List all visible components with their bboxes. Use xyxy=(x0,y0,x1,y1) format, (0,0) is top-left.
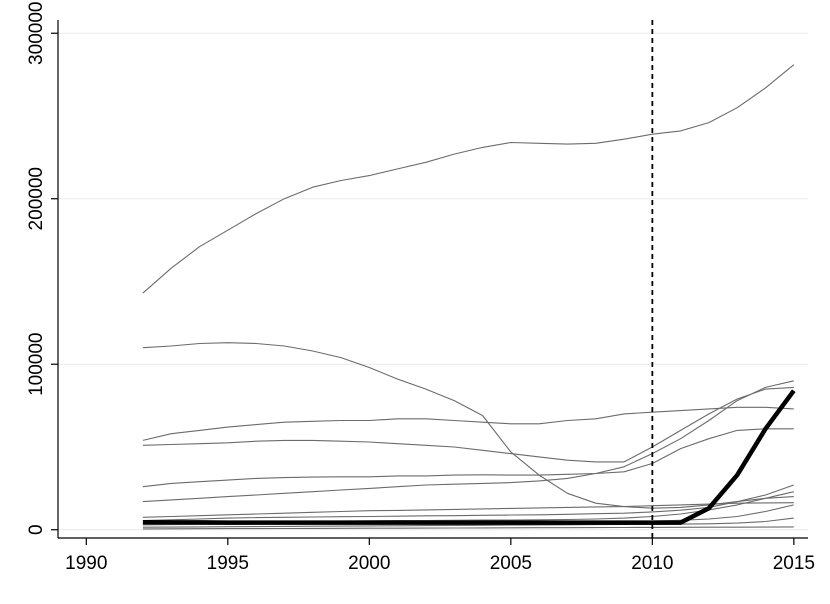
grid-layer xyxy=(58,32,808,531)
series-line xyxy=(142,526,794,530)
x-tick-label: 2005 xyxy=(490,553,532,574)
x-tick-label: 1990 xyxy=(65,553,107,574)
x-tick-label: 1995 xyxy=(207,553,249,574)
series-line xyxy=(142,342,794,509)
series-line xyxy=(142,386,794,463)
series-layer xyxy=(142,64,796,530)
x-tick-label: 2015 xyxy=(773,553,815,574)
series-line xyxy=(142,64,795,294)
y-tick-label: 200000 xyxy=(26,167,47,230)
series-line xyxy=(142,502,794,518)
y-tick-label: 300000 xyxy=(26,2,47,65)
y-tick-label: 0 xyxy=(26,524,47,535)
series-line xyxy=(142,428,794,488)
x-tick-label: 2000 xyxy=(348,553,390,574)
series-line xyxy=(142,517,794,528)
series-line xyxy=(142,484,794,522)
y-tick-label: 100000 xyxy=(26,333,47,396)
series-line xyxy=(142,380,794,503)
series-line xyxy=(142,406,794,441)
x-tick-label: 2010 xyxy=(631,553,673,574)
highlighted-series-line xyxy=(142,389,796,525)
axis-layer: 1990 1995 2000 2005 2010 2015 0 100000 200000 300… xyxy=(26,2,815,574)
